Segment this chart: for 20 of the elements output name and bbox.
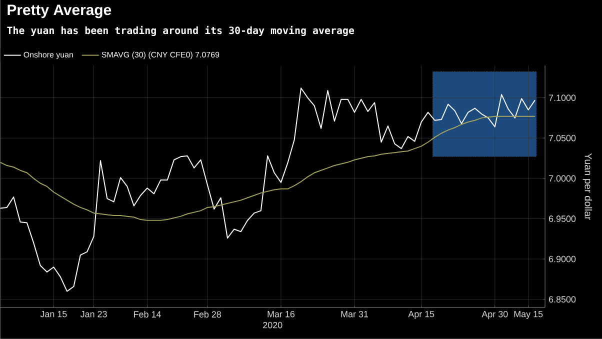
y-axis-title: Yuan per dollar — [582, 153, 592, 220]
chart-title: Pretty Average — [8, 4, 112, 18]
x-tick-label: May 15 — [514, 311, 543, 320]
chart-subtitle: The yuan has been trading around its 30-day moving average — [7, 26, 354, 36]
x-tick-label: Jan 23 — [80, 311, 107, 318]
x-tick-label: Apr 30 — [482, 311, 508, 320]
x-tick-label: Feb 28 — [194, 311, 221, 318]
y-tick-label: 6.8500 — [549, 296, 576, 303]
x-axis-title: 2020 — [263, 322, 282, 328]
y-tick-label: 7.1000 — [549, 94, 576, 102]
x-tick-label: Mar 31 — [341, 311, 368, 318]
y-tick-label: 6.9500 — [549, 216, 576, 222]
x-tick-label: Jan 15 — [40, 311, 67, 318]
y-tick-label: 7.0000 — [549, 175, 576, 182]
x-tick-label: Feb 14 — [134, 311, 161, 318]
line-series — [0, 88, 536, 292]
x-tick-label: Apr 15 — [408, 311, 434, 320]
y-tick-label: 6.9000 — [549, 256, 576, 262]
x-tick-label: Mar 16 — [268, 311, 295, 318]
y-tick-label: 7.0500 — [549, 134, 576, 142]
